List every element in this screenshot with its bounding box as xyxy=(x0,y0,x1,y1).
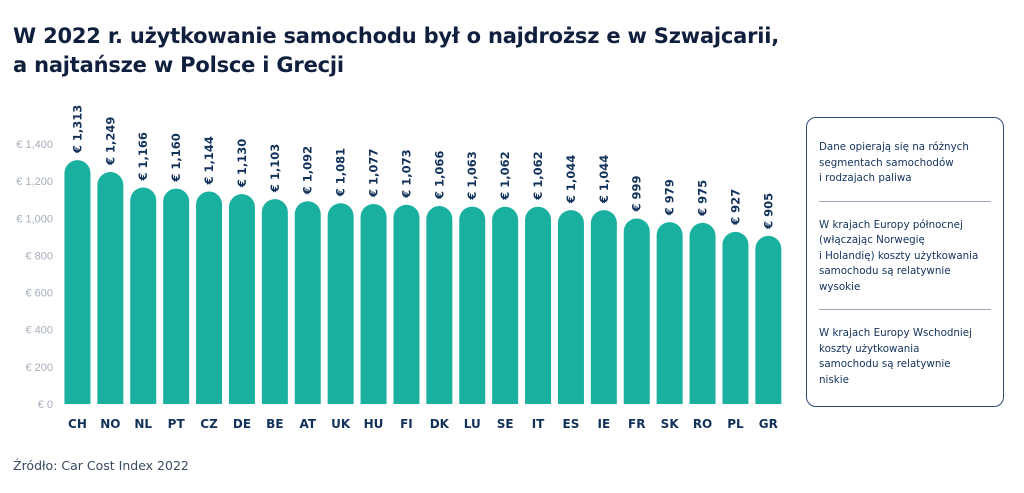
y-tick-label: € 0 xyxy=(38,399,53,411)
value-label: € 1,313 xyxy=(70,105,84,154)
x-tick-label: GR xyxy=(759,417,778,431)
value-label: € 1,063 xyxy=(465,151,479,200)
bar-gr xyxy=(755,235,782,404)
bar-be xyxy=(261,199,288,404)
y-tick-label: € 1,200 xyxy=(16,176,53,188)
bar-ie xyxy=(590,210,617,404)
value-label: € 1,044 xyxy=(597,155,611,204)
x-tick-label: PL xyxy=(727,417,744,431)
bar-dk xyxy=(426,206,453,404)
y-tick-label: € 800 xyxy=(25,250,53,262)
x-tick-label: FR xyxy=(628,417,645,431)
value-label: € 1,144 xyxy=(202,136,216,185)
x-tick-label: NL xyxy=(134,417,152,431)
x-tick-label: FI xyxy=(400,417,413,431)
x-tick-label: LU xyxy=(464,417,481,431)
x-tick-label: SE xyxy=(497,417,514,431)
y-tick-label: € 200 xyxy=(25,362,53,374)
bar-ch xyxy=(64,160,91,404)
value-label: € 1,160 xyxy=(169,133,183,182)
x-tick-label: NO xyxy=(100,417,120,431)
x-tick-label: SK xyxy=(661,417,680,431)
value-label: € 1,077 xyxy=(367,149,381,198)
bar-cz xyxy=(196,191,223,404)
note-segments: Dane opierają się na różnych segmentach … xyxy=(819,124,991,202)
value-label: € 1,066 xyxy=(432,151,446,200)
value-label: € 1,062 xyxy=(498,151,512,200)
x-tick-label: IT xyxy=(532,417,545,431)
value-label: € 1,249 xyxy=(103,117,117,166)
bar-pt xyxy=(163,188,190,404)
chart-title: W 2022 r. użytkowanie samochodu był o na… xyxy=(13,22,813,80)
x-tick-label: IE xyxy=(598,417,611,431)
bars xyxy=(64,160,782,404)
value-label: € 999 xyxy=(630,175,644,212)
bar-lu xyxy=(459,206,486,404)
x-tick-label: HU xyxy=(364,417,384,431)
bar-se xyxy=(492,206,519,404)
bar-chart: € 0 € 200 € 400 € 600 € 800 € 1,000 € 1,200 € 1… xyxy=(16,105,782,431)
y-axis: € 0 € 200 € 400 € 600 € 800 € 1,000 € 1,200 € 1… xyxy=(16,139,53,411)
x-tick-label: BE xyxy=(266,417,283,431)
value-label: € 1,130 xyxy=(235,139,249,188)
bar-fr xyxy=(623,218,650,404)
bar-at xyxy=(294,201,321,404)
value-label: € 905 xyxy=(761,193,775,230)
x-tick-label: RO xyxy=(693,417,712,431)
bar-nl xyxy=(130,187,157,404)
source-note: Źródło: Car Cost Index 2022 xyxy=(13,458,189,473)
notes-panel: Dane opierają się na różnych segmentach … xyxy=(806,117,1004,407)
x-tick-label: PT xyxy=(168,417,186,431)
bar-no xyxy=(97,172,124,404)
x-axis: CH NO NL PT CZ DE BE AT UK HU FI DK LU SE IT ES IE FR SK RO… xyxy=(68,417,778,431)
value-label: € 1,044 xyxy=(564,155,578,204)
note-northern-europe: W krajach Europy północnej (włączając No… xyxy=(819,202,991,310)
x-tick-label: DE xyxy=(233,417,251,431)
bar-hu xyxy=(360,203,387,404)
chart-title-line-2: a najtańsze w Polsce i Grecji xyxy=(13,53,344,77)
value-label: € 1,103 xyxy=(268,144,282,193)
x-tick-label: CH xyxy=(68,417,87,431)
bar-de xyxy=(228,194,255,404)
value-label: € 1,073 xyxy=(399,149,413,198)
x-tick-label: AT xyxy=(299,417,316,431)
value-label: € 927 xyxy=(728,189,742,226)
x-tick-label: CZ xyxy=(200,417,218,431)
value-label: € 1,166 xyxy=(136,132,150,181)
bar-es xyxy=(557,210,584,404)
bar-it xyxy=(525,206,552,404)
value-label: € 1,062 xyxy=(531,151,545,200)
y-tick-label: € 600 xyxy=(25,288,53,300)
value-label: € 979 xyxy=(663,179,677,216)
bar-ro xyxy=(689,222,716,404)
value-label: € 1,081 xyxy=(334,148,348,197)
value-label: € 1,092 xyxy=(301,146,315,195)
y-tick-label: € 1,000 xyxy=(16,213,53,225)
chart-title-line-1: W 2022 r. użytkowanie samochodu był o na… xyxy=(13,24,780,48)
y-tick-label: € 400 xyxy=(25,325,53,337)
bar-uk xyxy=(327,203,354,404)
bar-sk xyxy=(656,222,683,404)
value-label: € 975 xyxy=(696,180,710,217)
note-eastern-europe: W krajach Europy Wschodniej koszty użytk… xyxy=(819,327,972,386)
value-labels: € 1,313 € 1,249 € 1,166 € 1,160 € 1,144 € 1,1… xyxy=(70,105,775,230)
bar-fi xyxy=(393,204,420,404)
bar-pl xyxy=(722,231,749,404)
x-tick-label: ES xyxy=(563,417,580,431)
x-tick-label: UK xyxy=(331,417,351,431)
x-tick-label: DK xyxy=(430,417,450,431)
y-tick-label: € 1,400 xyxy=(16,139,53,151)
